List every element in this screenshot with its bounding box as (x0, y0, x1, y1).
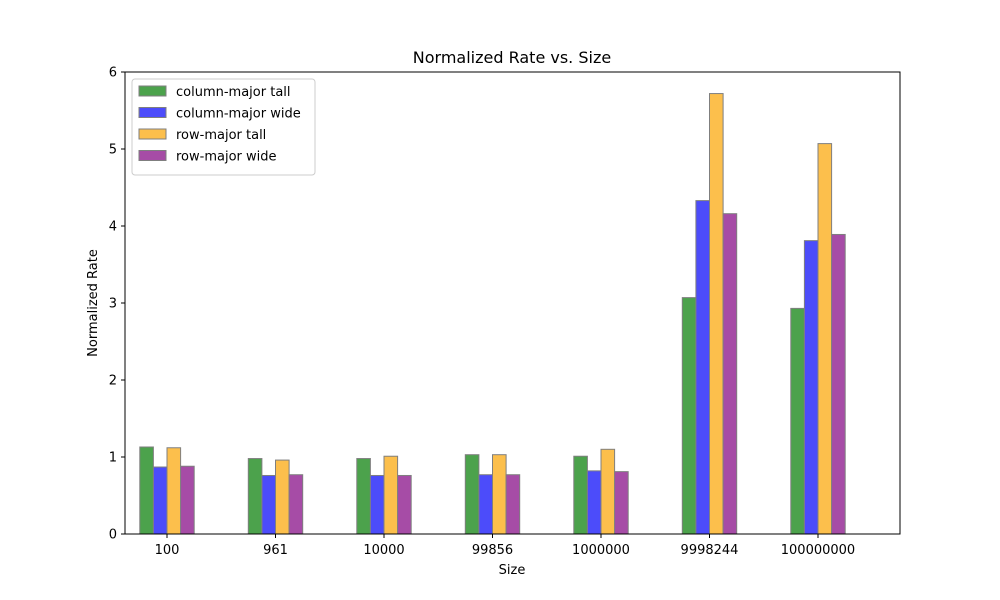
y-tick-label: 3 (109, 297, 117, 312)
legend-swatch (138, 85, 167, 97)
x-tick-label: 1000000 (572, 543, 630, 558)
bar-3-1000000 (600, 448, 616, 535)
y-tick-label: 1 (109, 451, 117, 466)
x-tick-label: 99856 (472, 543, 513, 558)
bar-2-100 (152, 466, 168, 535)
y-tick-label: 0 (109, 528, 117, 543)
y-tick-label: 4 (109, 220, 117, 235)
bar-1-961 (247, 458, 263, 535)
bar-4-99856 (505, 474, 521, 535)
bar-3-99856 (492, 454, 507, 535)
legend-swatch (138, 107, 167, 118)
y-axis-label: Normalized Rate (86, 249, 101, 357)
bar-2-10000 (369, 474, 385, 535)
bar-3-9998244 (709, 93, 724, 535)
bar-2-1000000 (586, 470, 602, 535)
y-axis-ticks: 0 1 2 3 4 5 6 (109, 66, 125, 543)
bar-1-10000 (356, 458, 371, 535)
legend: column-major tall column-major wide row-ma… (131, 78, 316, 176)
x-axis-label: Size (499, 563, 526, 578)
bar-4-100000000 (831, 233, 846, 535)
y-tick-label: 5 (109, 143, 117, 158)
legend-swatch (138, 128, 167, 140)
legend-label: row-major wide (176, 150, 277, 165)
bar-4-1000000 (614, 471, 629, 535)
x-tick-label: 100000000 (781, 543, 855, 558)
bar-3-100 (166, 447, 182, 535)
bar-3-961 (275, 459, 290, 535)
legend-box (131, 78, 316, 176)
bar-1-100 (139, 446, 154, 535)
legend-label: column-major wide (176, 107, 301, 122)
bar-3-100000000 (817, 143, 833, 535)
bar-2-100000000 (803, 240, 819, 535)
x-axis-ticks: 100 961 10000 99856 1000000 9998244 100000000 (155, 534, 855, 558)
legend-swatch (138, 150, 167, 161)
x-tick-label: 100 (155, 543, 180, 558)
bar-2-961 (261, 474, 276, 535)
x-tick-label: 9998244 (681, 543, 739, 558)
bar-2-99856 (478, 474, 493, 535)
y-tick-label: 6 (109, 66, 117, 81)
bar-1-99856 (464, 454, 480, 535)
bar-4-100 (180, 465, 195, 535)
bar-1-100000000 (790, 307, 805, 535)
chart-title: Normalized Rate vs. Size (413, 48, 611, 67)
legend-label: row-major tall (176, 128, 266, 143)
x-tick-label: 961 (263, 543, 288, 558)
bar-3-10000 (383, 455, 399, 535)
bar-2-9998244 (695, 200, 711, 535)
x-tick-label: 10000 (363, 543, 404, 558)
plot-frame (124, 71, 901, 535)
bar-1-9998244 (681, 297, 697, 535)
bar-4-961 (288, 474, 304, 535)
y-tick-label: 2 (109, 374, 117, 389)
bar-4-9998244 (722, 213, 738, 535)
bar-4-10000 (397, 474, 412, 535)
legend-label: column-major tall (176, 85, 291, 100)
bar-1-1000000 (573, 455, 588, 535)
